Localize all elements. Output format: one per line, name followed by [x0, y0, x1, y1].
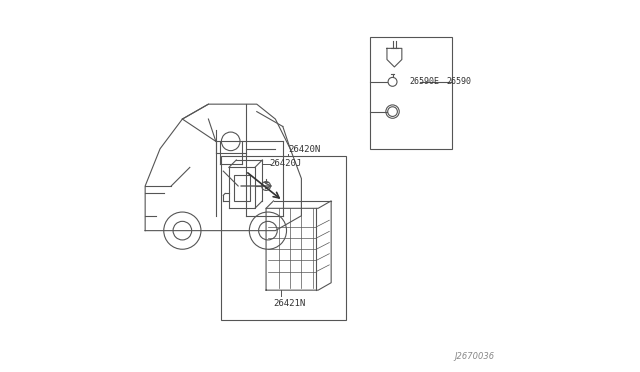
Text: 26590: 26590: [447, 77, 472, 86]
Text: 26420J: 26420J: [270, 159, 302, 168]
Bar: [234, 175, 250, 201]
Bar: [221, 156, 346, 320]
Text: 26421N: 26421N: [273, 299, 306, 308]
Text: 26590E: 26590E: [410, 77, 439, 86]
Bar: [370, 37, 452, 149]
Text: J2670036: J2670036: [454, 352, 495, 361]
Text: 26420N: 26420N: [289, 145, 321, 154]
